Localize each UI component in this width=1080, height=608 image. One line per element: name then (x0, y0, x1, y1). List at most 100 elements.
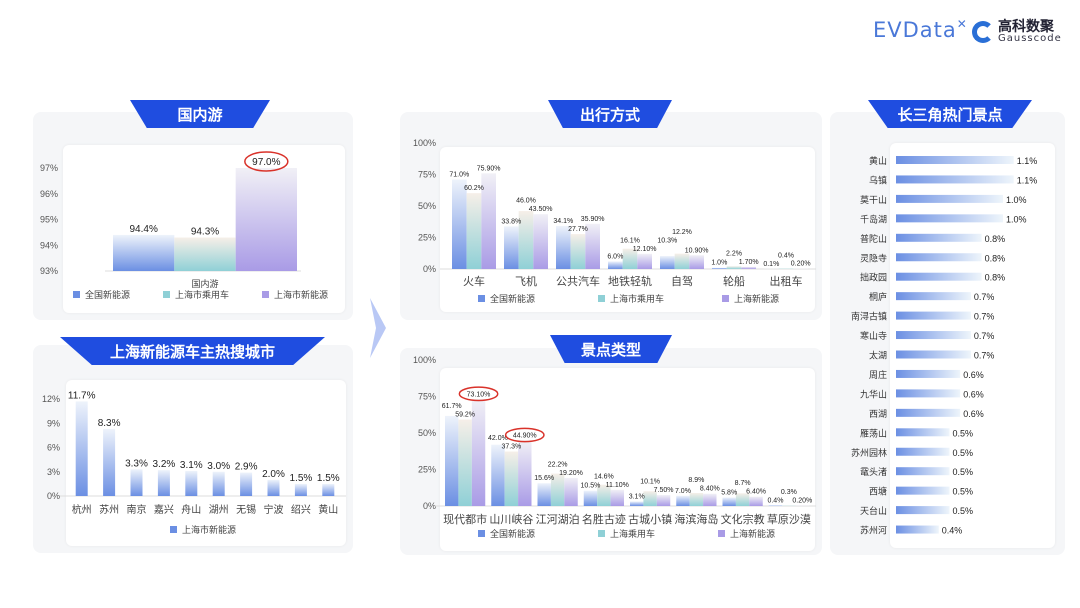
data-label: 8.3% (98, 418, 121, 429)
data-label: 22.2% (548, 461, 568, 468)
category-label: 地铁轻轨 (608, 274, 652, 288)
spot-bar (896, 486, 950, 495)
category-label: 舟山 (181, 503, 201, 516)
y-tick-label: 6% (47, 443, 60, 453)
evdata-logo-text: EVData (873, 18, 957, 42)
data-label: 14.6% (594, 473, 614, 480)
y-tick-label: 75% (418, 392, 436, 402)
category-label: 海滨海岛 (674, 512, 718, 526)
data-label: 0.1% (763, 261, 779, 268)
spot-bar (896, 156, 1014, 164)
data-label: 8.9% (688, 477, 704, 484)
bar-cities-0 (240, 472, 253, 496)
bar-transport-1 (622, 248, 638, 269)
data-label: 43.50% (529, 206, 553, 213)
spot-label: 灵隐寺 (860, 252, 887, 263)
bar-attraction_type-1 (597, 484, 611, 506)
data-label: 0.20% (791, 261, 811, 268)
category-label: 嘉兴 (154, 503, 174, 516)
data-label: 16.1% (620, 237, 640, 244)
spot-label: 苏州河 (860, 525, 887, 536)
bar-transport-0 (608, 261, 623, 269)
spot-bar (896, 447, 950, 456)
bar-attraction_type-2 (703, 493, 717, 506)
bar-transport-2 (481, 173, 496, 269)
y-tick-label: 3% (47, 467, 60, 477)
category-label: 黄山 (318, 503, 338, 516)
data-label: 27.7% (568, 226, 588, 233)
transport-card (440, 147, 815, 312)
data-label: 12.2% (672, 229, 692, 236)
spot-label: 天台山 (860, 505, 887, 516)
data-label: 94.4% (129, 224, 157, 235)
gausscode-icon (972, 21, 994, 43)
bar-attraction_type-0 (676, 495, 690, 506)
legend-swatch (722, 295, 729, 302)
category-label: 飞机 (515, 274, 537, 288)
spot-label: 鼋头渚 (860, 467, 887, 477)
bar-attraction_type-2 (518, 440, 532, 506)
spot-value: 0.6% (963, 389, 984, 399)
bar-cities-0 (294, 483, 307, 496)
data-label: 2.9% (235, 462, 258, 473)
category-label: 现代都市 (443, 512, 487, 526)
spot-bar (896, 525, 939, 534)
category-label: 火车 (463, 274, 485, 288)
data-label: 8.7% (735, 480, 751, 487)
data-label: 12.10% (633, 246, 657, 253)
data-label: 1.5% (290, 473, 313, 484)
data-label: 2.0% (262, 469, 285, 480)
y-tick-label: 96% (40, 189, 58, 199)
data-label: 71.0% (449, 172, 469, 179)
bar-transport-1 (674, 253, 690, 269)
y-tick-label: 0% (47, 491, 60, 501)
spot-bar (896, 428, 950, 437)
bar-transport-2 (689, 255, 704, 269)
data-label: 8.40% (700, 486, 720, 493)
data-label: 33.8% (501, 218, 521, 225)
category-label: 草原沙漠 (767, 513, 811, 526)
bar-transport-1 (726, 266, 742, 269)
bar-attraction_type-2 (610, 489, 624, 506)
data-label: 94.3% (191, 227, 219, 238)
category-label: 名胜古迹 (582, 512, 626, 526)
legend-label: 全国新能源 (85, 289, 130, 300)
spot-value: 0.5% (953, 487, 974, 497)
legend-swatch (478, 530, 485, 537)
x-mark-icon: ✕ (956, 17, 967, 31)
y-tick-label: 97% (40, 163, 58, 173)
data-label: 1.0% (711, 260, 727, 267)
spot-value: 0.7% (974, 292, 995, 302)
bar-transport-2 (585, 223, 600, 269)
y-tick-label: 25% (418, 233, 436, 243)
bar-cities-0 (185, 470, 198, 496)
spot-value: 0.6% (963, 370, 984, 380)
data-label: 10.5% (581, 483, 601, 490)
spot-value: 0.8% (985, 253, 1006, 263)
bar-cities-0 (130, 469, 143, 496)
spot-value: 0.5% (953, 467, 974, 477)
spot-value: 0.8% (985, 273, 1006, 283)
data-label: 19.20% (559, 470, 583, 477)
legend-label: 上海市新能源 (182, 524, 236, 535)
bar-transport-0 (556, 226, 571, 269)
y-tick-label: 94% (40, 240, 58, 250)
data-label: 0.3% (781, 489, 797, 496)
bar-attraction_type-0 (445, 415, 459, 506)
y-tick-label: 95% (40, 215, 58, 225)
legend-label: 全国新能源 (490, 293, 535, 304)
hot-spots-card (890, 143, 1055, 548)
spot-label: 南浔古镇 (851, 311, 887, 322)
data-label: 3.1% (180, 460, 203, 471)
bar-domestic-1 (174, 237, 236, 271)
spot-bar (896, 292, 971, 301)
spot-value: 0.5% (953, 428, 974, 438)
attraction-type-title: 景点类型 (550, 335, 672, 363)
bar-transport-1 (518, 211, 534, 269)
spot-bar (896, 506, 950, 515)
data-label: 60.2% (464, 185, 484, 192)
data-label: 7.0% (675, 488, 691, 495)
bar-attraction_type-1 (550, 473, 565, 506)
bar-domestic-2 (235, 168, 297, 271)
